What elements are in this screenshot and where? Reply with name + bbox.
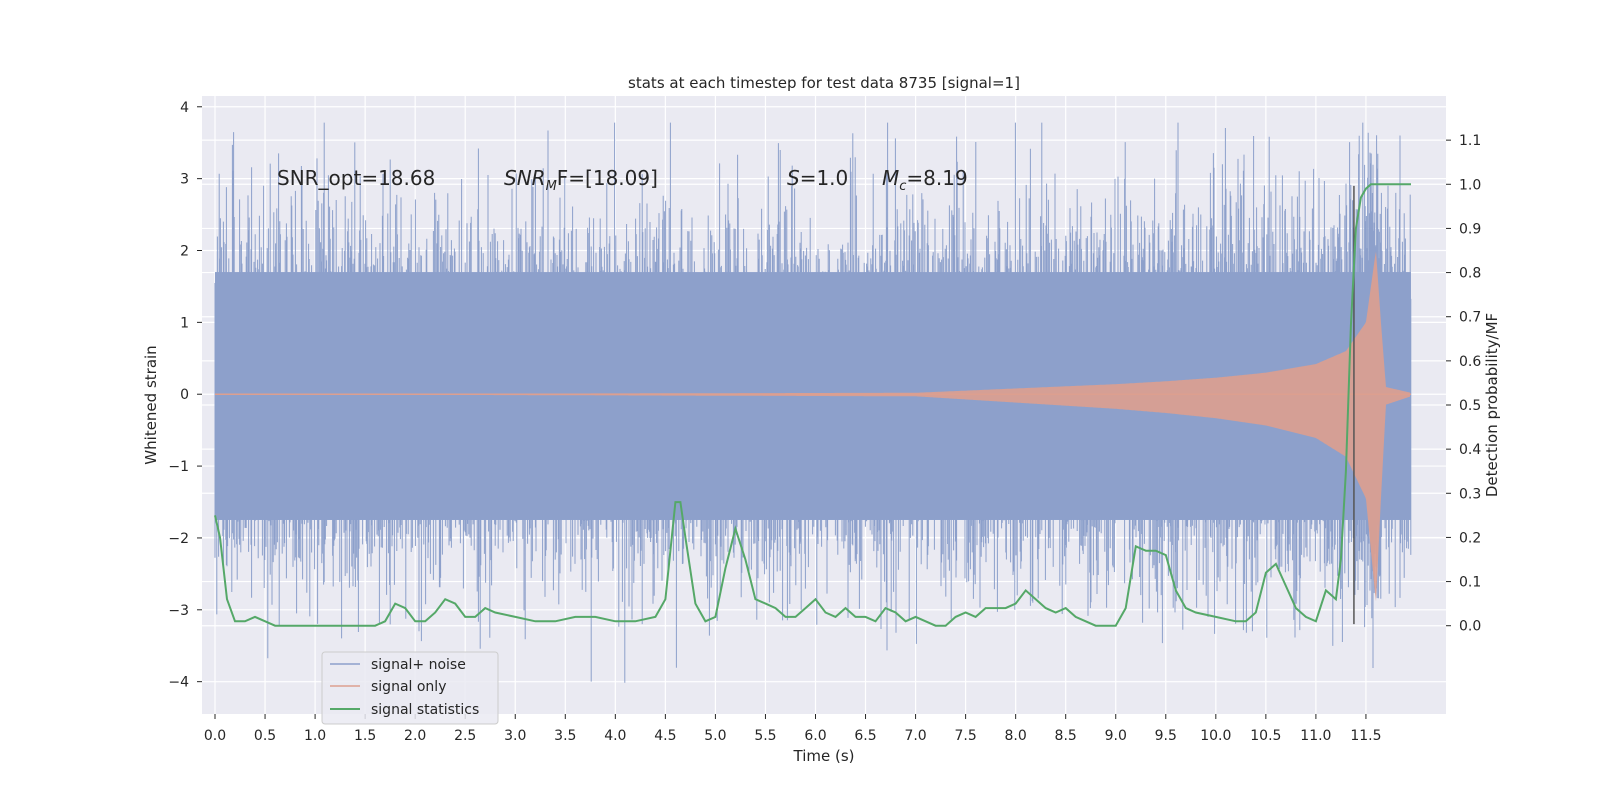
- annotation-s-label: S: [787, 166, 800, 190]
- annotation-snr-opt: SNR_opt=18.68: [277, 166, 435, 190]
- annotation-snr-mf: SNRMF=[18.09]: [504, 166, 658, 194]
- x-tick-label: 2.0: [404, 728, 426, 744]
- y-axis-label: Whitened strain: [142, 345, 160, 464]
- y2-tick-label: 0.8: [1459, 266, 1481, 282]
- y-axis-ticks: −4 −3 −2 −1 0 1 2 3 4: [168, 100, 202, 691]
- legend-box: [321, 651, 499, 725]
- x-tick-label: 11.5: [1350, 728, 1381, 744]
- y2-axis-label: Detection probability/MF: [1483, 313, 1501, 497]
- x-tick-label: 0.5: [254, 728, 276, 744]
- y2-tick-label: 0.0: [1459, 619, 1481, 635]
- y2-tick-label: 0.3: [1459, 486, 1481, 502]
- annotation-mc-label: M: [882, 166, 899, 190]
- y-tick-label: 4: [180, 100, 189, 116]
- y-tick-label: 2: [180, 244, 189, 260]
- annotation-mc-sub: c: [899, 179, 906, 194]
- y2-tick-label: 0.5: [1459, 398, 1481, 414]
- y-tick-label: −4: [168, 675, 189, 691]
- legend-label-signal: signal only: [371, 679, 446, 695]
- y-tick-label: −2: [168, 531, 189, 547]
- series-signal-only: [215, 251, 1411, 602]
- x-axis-label: Time (s): [793, 747, 855, 765]
- y2-tick-label: 0.6: [1459, 354, 1481, 370]
- x-tick-label: 3.5: [554, 728, 576, 744]
- annotation-mc-value: =8.19: [906, 166, 967, 190]
- x-tick-label: 7.5: [954, 728, 976, 744]
- x-tick-label: 11.0: [1300, 728, 1331, 744]
- chart-title: stats at each timestep for test data 873…: [628, 74, 1020, 92]
- x-tick-label: 0.0: [204, 728, 226, 744]
- y2-tick-label: 0.1: [1459, 575, 1481, 591]
- x-tick-label: 5.5: [754, 728, 776, 744]
- y2-tick-label: 0.7: [1459, 310, 1481, 326]
- y2-tick-label: 0.2: [1459, 530, 1481, 546]
- annotation-snr-mf-main: SNR: [504, 166, 546, 190]
- signal-statistics-line: [214, 183, 1411, 627]
- y-tick-label: −1: [168, 459, 189, 475]
- x-tick-label: 1.0: [304, 728, 326, 744]
- y-tick-label: 3: [180, 172, 189, 188]
- x-tick-label: 8.5: [1055, 728, 1077, 744]
- annotation-s-value: =1.0: [800, 166, 849, 190]
- annotation-snr-mf-sub: M: [546, 179, 557, 194]
- x-tick-label: 3.0: [504, 728, 526, 744]
- x-tick-label: 8.0: [1005, 728, 1027, 744]
- x-tick-label: 2.5: [454, 728, 476, 744]
- y-tick-label: 1: [180, 315, 189, 331]
- y2-axis-ticks: 0.0 0.1 0.2 0.3 0.4 0.5 0.6 0.7 0.8 0.9 1.0 1.1: [1446, 133, 1481, 635]
- series-signal-statistics: [214, 183, 1411, 627]
- annotation-mc: Mc=8.19: [882, 166, 968, 194]
- x-tick-label: 4.5: [654, 728, 676, 744]
- x-axis-ticks: 0.0 0.5 1.0 1.5 2.0 2.5 3.0 3.5 4.0 4.5 5.0 5.5 6.0 6…: [204, 714, 1382, 744]
- x-tick-label: 9.0: [1105, 728, 1127, 744]
- x-tick-label: 6.0: [804, 728, 826, 744]
- annotation-snr-mf-rest: F=[18.09]: [557, 166, 658, 190]
- y2-tick-label: 1.1: [1459, 133, 1481, 149]
- x-tick-label: 7.0: [904, 728, 926, 744]
- y2-tick-label: 1.0: [1459, 177, 1481, 193]
- x-tick-label: 4.0: [604, 728, 626, 744]
- legend-label-stat: signal statistics: [371, 702, 479, 718]
- x-tick-label: 10.5: [1250, 728, 1281, 744]
- y-tick-label: −3: [168, 603, 189, 619]
- annotation-s: S=1.0: [787, 166, 848, 190]
- y-tick-label: 0: [180, 387, 189, 403]
- x-tick-label: 5.0: [704, 728, 726, 744]
- x-tick-label: 10.0: [1200, 728, 1231, 744]
- y2-tick-label: 0.9: [1459, 221, 1481, 237]
- legend: signal+ noise signal only signal statist…: [321, 651, 499, 725]
- x-tick-label: 6.5: [854, 728, 876, 744]
- x-tick-label: 1.5: [354, 728, 376, 744]
- legend-label-noise: signal+ noise: [371, 657, 466, 673]
- y2-tick-label: 0.4: [1459, 442, 1481, 458]
- x-tick-label: 9.5: [1155, 728, 1177, 744]
